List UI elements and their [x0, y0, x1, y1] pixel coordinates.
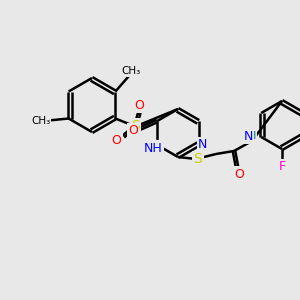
Text: CH₃: CH₃: [31, 116, 50, 125]
Text: O: O: [111, 134, 121, 147]
Text: H: H: [248, 131, 256, 141]
Text: N: N: [198, 139, 208, 152]
Text: O: O: [234, 167, 244, 181]
Text: O: O: [128, 124, 138, 137]
Text: NH: NH: [144, 142, 163, 154]
Text: F: F: [278, 160, 286, 173]
Text: S: S: [194, 152, 202, 166]
Text: O: O: [134, 99, 144, 112]
Text: N: N: [243, 130, 253, 142]
Text: CH₃: CH₃: [122, 65, 141, 76]
Text: S: S: [131, 119, 140, 134]
